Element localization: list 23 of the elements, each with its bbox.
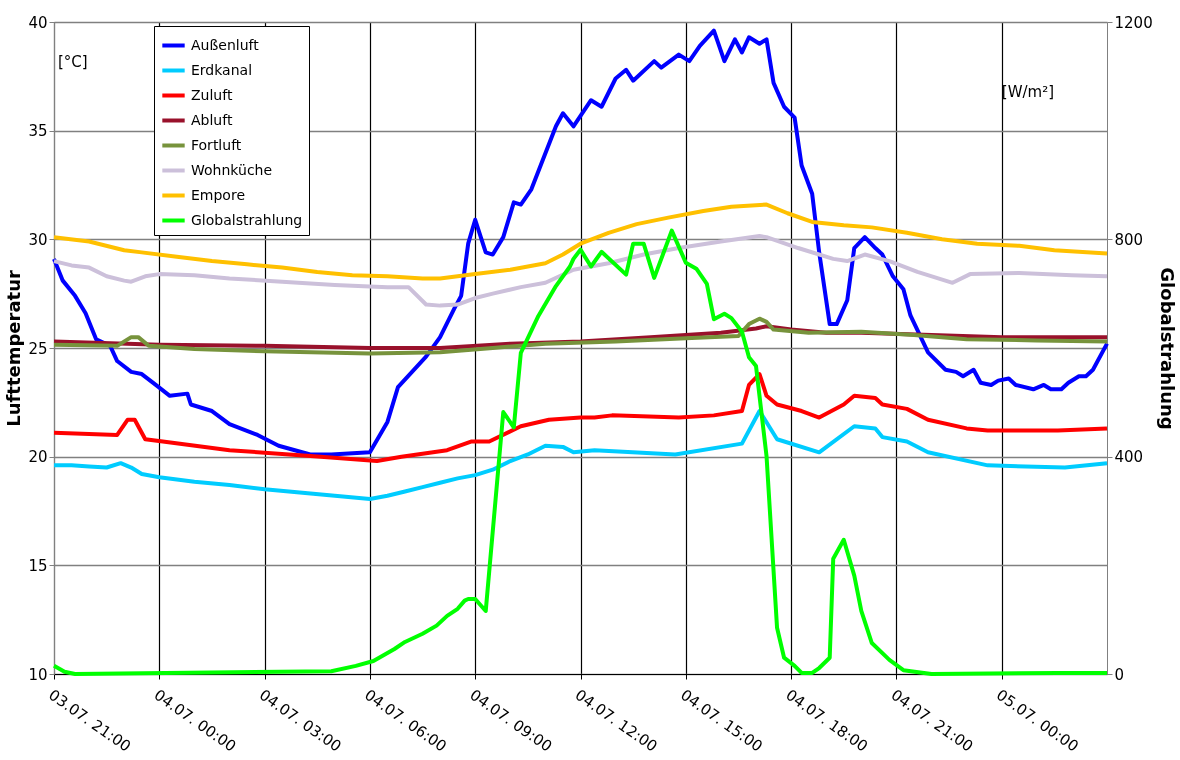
y-tick-label: 40 bbox=[28, 13, 48, 32]
y-tick-label: 15 bbox=[28, 556, 48, 575]
y2-tick-label: 400 bbox=[1114, 448, 1144, 467]
y2-tick-label: 800 bbox=[1114, 230, 1144, 249]
y-tick-label: 20 bbox=[28, 448, 48, 467]
annotation: [W/m²] bbox=[1001, 83, 1054, 101]
legend-label: Empore bbox=[191, 186, 245, 203]
annotation: [°C] bbox=[58, 53, 88, 71]
legend-label: Wohnküche bbox=[191, 161, 273, 178]
legend-label: Zuluft bbox=[191, 86, 233, 103]
legend-label: Außenluft bbox=[191, 36, 260, 53]
y2-tick-label: 0 bbox=[1114, 665, 1125, 684]
legend-label: Erdkanal bbox=[191, 61, 253, 78]
y2-tick-label: 1200 bbox=[1114, 13, 1153, 32]
legend-label: Globalstrahlung bbox=[191, 211, 303, 228]
y-tick-label: 30 bbox=[28, 230, 48, 249]
y-tick-label: 25 bbox=[28, 339, 48, 358]
y-tick-label: 10 bbox=[28, 665, 48, 684]
legend-label: Abluft bbox=[191, 111, 233, 128]
y-axis-title: Lufttemperatur bbox=[3, 270, 25, 427]
y-tick-label: 35 bbox=[28, 122, 48, 141]
legend-label: Fortluft bbox=[191, 136, 242, 153]
y2-axis-title: Globalstrahlung bbox=[1156, 267, 1178, 430]
